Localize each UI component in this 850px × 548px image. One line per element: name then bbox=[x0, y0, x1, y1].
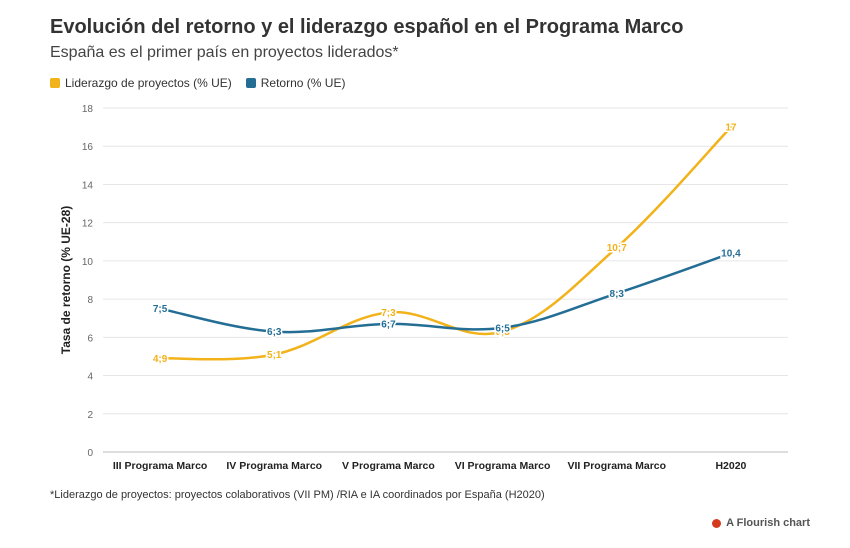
data-label-leadership: 6;3 bbox=[495, 327, 510, 338]
chart-subtitle: España es el primer país en proyectos li… bbox=[50, 44, 399, 61]
y-tick-label: 14 bbox=[82, 180, 94, 191]
flourish-logo-icon bbox=[712, 518, 722, 528]
data-label-return: 7;5 bbox=[153, 304, 168, 315]
series-line-return bbox=[158, 251, 733, 334]
x-tick-label: V Programa Marco bbox=[342, 460, 435, 472]
y-tick-label: 16 bbox=[82, 142, 94, 153]
legend-label-return: Retorno (% UE) bbox=[260, 76, 346, 90]
data-label-return: 10,4 bbox=[721, 249, 741, 260]
y-tick-label: 18 bbox=[82, 104, 94, 115]
x-tick-label: VII Programa Marco bbox=[567, 460, 666, 472]
data-label-leadership: 7;3 bbox=[381, 308, 396, 319]
data-label-return: 6;5 bbox=[495, 323, 510, 334]
legend-item-leadership[interactable]: Liderazgo de proyectos (% UE) bbox=[50, 76, 232, 90]
x-tick-label: VI Programa Marco bbox=[455, 460, 551, 472]
data-label-leadership: 4;9 bbox=[153, 354, 168, 365]
x-tick-label: III Programa Marco bbox=[113, 460, 208, 472]
flourish-credit[interactable]: A Flourish chart bbox=[712, 517, 810, 529]
y-tick-label: 12 bbox=[82, 219, 94, 230]
y-tick-label: 2 bbox=[87, 410, 93, 421]
data-label-leadership: 10;7 bbox=[607, 243, 627, 254]
data-label-leadership: 5;1 bbox=[267, 350, 282, 361]
data-label-leadership: 17 bbox=[725, 123, 737, 134]
footnote: *Liderazgo de proyectos: proyectos colab… bbox=[50, 489, 545, 501]
y-tick-label: 6 bbox=[87, 333, 93, 344]
data-label-return: 6;7 bbox=[381, 319, 396, 330]
data-label-return: 8;3 bbox=[610, 289, 625, 300]
legend-item-return[interactable]: Retorno (% UE) bbox=[245, 76, 346, 90]
legend: Liderazgo de proyectos (% UE) Retorno (%… bbox=[50, 76, 345, 90]
y-axis-title: Tasa de retorno (% UE-28) bbox=[59, 206, 73, 354]
y-tick-label: 4 bbox=[87, 372, 93, 383]
legend-swatch-return bbox=[245, 78, 256, 88]
legend-swatch-leadership bbox=[50, 78, 60, 88]
y-tick-label: 0 bbox=[87, 448, 93, 459]
series-line-leadership bbox=[158, 125, 733, 361]
data-label-return: 6;3 bbox=[267, 327, 282, 338]
x-tick-label: H2020 bbox=[715, 460, 746, 472]
legend-label-leadership: Liderazgo de proyectos (% UE) bbox=[65, 76, 232, 90]
y-tick-label: 10 bbox=[82, 257, 94, 268]
chart-title: Evolución del retorno y el liderazgo esp… bbox=[50, 16, 684, 38]
x-tick-label: IV Programa Marco bbox=[226, 460, 322, 472]
flourish-credit-label: A Flourish chart bbox=[726, 517, 810, 529]
y-tick-label: 8 bbox=[87, 295, 93, 306]
